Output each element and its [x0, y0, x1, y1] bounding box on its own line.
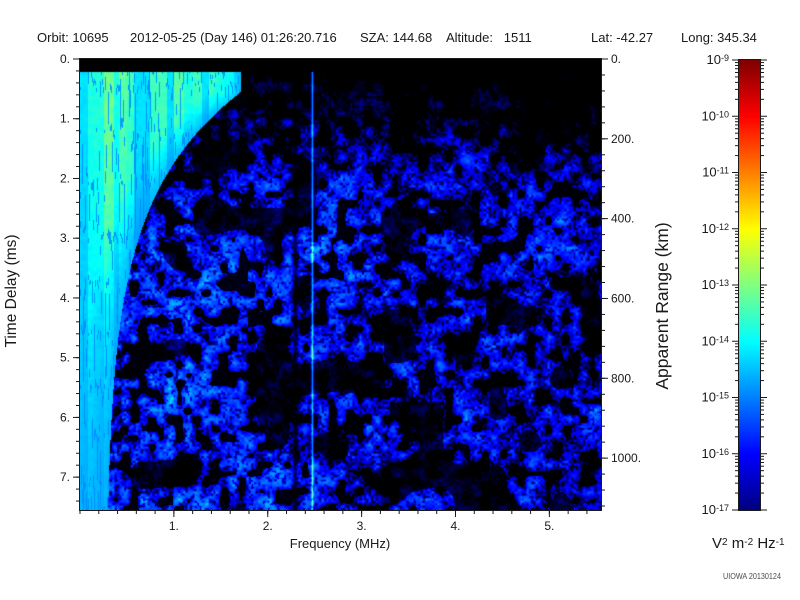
svg-text:10-9: 10-9	[707, 52, 729, 67]
svg-text:600.: 600.	[611, 291, 634, 305]
svg-text:200.: 200.	[611, 132, 634, 146]
svg-text:Time Delay (ms): Time Delay (ms)	[3, 234, 20, 347]
svg-text:0.: 0.	[60, 52, 70, 66]
svg-text:10-15: 10-15	[702, 390, 729, 405]
svg-text:Apparent Range (km): Apparent Range (km)	[652, 222, 672, 389]
svg-text:10-14: 10-14	[702, 333, 729, 348]
svg-text:4.: 4.	[450, 519, 460, 533]
svg-text:3.: 3.	[357, 519, 367, 533]
svg-text:10-11: 10-11	[702, 165, 729, 180]
svg-text:2.: 2.	[263, 519, 273, 533]
svg-text:6.: 6.	[60, 410, 70, 424]
svg-text:5.: 5.	[544, 519, 554, 533]
svg-text:3.: 3.	[60, 231, 70, 245]
svg-text:1.: 1.	[60, 112, 70, 126]
svg-text:0.: 0.	[611, 52, 621, 66]
svg-text:800.: 800.	[611, 371, 634, 385]
svg-text:10-16: 10-16	[702, 446, 729, 461]
svg-text:10-10: 10-10	[702, 108, 729, 123]
svg-text:4.: 4.	[60, 291, 70, 305]
svg-text:5.: 5.	[60, 351, 70, 365]
svg-text:10-17: 10-17	[702, 502, 729, 517]
svg-text:10-13: 10-13	[702, 277, 729, 292]
svg-text:Frequency (MHz): Frequency (MHz)	[290, 536, 390, 551]
svg-text:7.: 7.	[60, 470, 70, 484]
svg-text:1.: 1.	[169, 519, 179, 533]
svg-text:V2 m-2 Hz-1: V2 m-2 Hz-1	[712, 535, 785, 552]
svg-text:1000.: 1000.	[611, 451, 641, 465]
svg-text:2.: 2.	[60, 171, 70, 185]
svg-text:10-12: 10-12	[702, 221, 729, 236]
svg-text:400.: 400.	[611, 212, 634, 226]
